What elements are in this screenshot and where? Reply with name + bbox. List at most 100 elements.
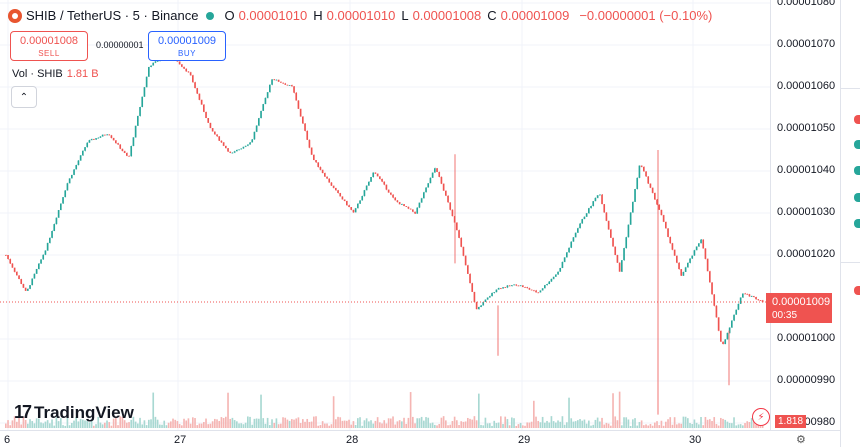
volume-legend[interactable]: Vol · SHIB 1.81 B <box>12 68 99 80</box>
candle-body <box>390 192 392 195</box>
candle-body <box>625 237 628 249</box>
volume-bar <box>561 416 564 428</box>
volume-bar <box>533 400 535 428</box>
volume-bar <box>354 424 357 428</box>
candle-body <box>354 208 357 213</box>
volume-bar <box>27 423 29 428</box>
volume-bar <box>350 424 353 428</box>
candle-body <box>460 237 463 247</box>
volume-bar <box>328 425 331 428</box>
candle-body <box>376 173 379 177</box>
candle-body <box>225 145 227 149</box>
candle-body <box>280 81 282 83</box>
volume-bar <box>383 420 386 428</box>
volume-bar <box>401 421 403 428</box>
candle-body <box>209 122 212 129</box>
candle-body <box>640 165 643 167</box>
volume-bar <box>676 424 678 428</box>
sell-button[interactable]: 0.00001008 SELL <box>10 31 88 61</box>
candle-body <box>673 249 676 256</box>
volume-bar <box>671 424 674 428</box>
candle-body <box>106 134 108 136</box>
volume-bar <box>64 425 67 428</box>
symbol-title[interactable]: SHIB / TetherUS · 5 · Binance <box>26 8 199 23</box>
candle-body <box>478 307 480 310</box>
candle-body <box>275 79 278 81</box>
volume-bar <box>706 419 709 428</box>
volume-bar <box>249 416 251 428</box>
collapse-legend-button[interactable]: ⌃ <box>11 86 37 108</box>
volume-bar <box>302 419 304 428</box>
candle-body <box>667 228 669 237</box>
candle-body <box>684 267 687 272</box>
volume-bar <box>530 421 533 428</box>
volume-bar <box>539 422 542 428</box>
tradingview-mark-icon: 17 <box>14 402 32 422</box>
volume-bar <box>310 421 313 428</box>
volume-bar <box>335 419 337 428</box>
candle-body <box>761 300 764 303</box>
volume-bar <box>82 419 84 428</box>
settings-gear-icon[interactable]: ⚙ <box>796 434 806 446</box>
volume-bar <box>557 420 559 428</box>
candle-body <box>423 192 425 199</box>
price-chart[interactable] <box>0 0 770 430</box>
candle-body <box>669 236 672 244</box>
low-label: L <box>401 8 409 23</box>
candle-body <box>273 79 276 81</box>
candle-body <box>401 204 403 205</box>
price-axis-label: 0.00001000 <box>777 332 836 344</box>
volume-bar <box>119 416 122 428</box>
volume-bar <box>163 420 166 428</box>
candle-body <box>484 299 487 302</box>
price-axis[interactable]: 0.00001080 0.00001070 0.00001060 0.00001050… <box>770 0 841 430</box>
side-dot-green[interactable] <box>854 166 860 175</box>
volume-bar <box>187 418 190 428</box>
volume-bar <box>429 423 432 428</box>
side-dot-red[interactable] <box>854 115 860 124</box>
candle-body <box>689 258 691 263</box>
candle-body <box>412 209 414 212</box>
volume-bar <box>130 419 133 428</box>
volume-bar <box>680 423 683 428</box>
volume-bar <box>695 422 698 428</box>
candle-body <box>304 123 306 131</box>
candle-body <box>387 189 390 193</box>
market-open-dot-icon <box>206 11 215 20</box>
side-dot-green[interactable] <box>854 193 860 202</box>
candle-body <box>695 246 698 251</box>
volume-bar <box>709 419 711 428</box>
volume-bar <box>427 417 430 428</box>
candle-body <box>104 134 106 136</box>
volume-bar <box>9 425 12 428</box>
side-dot-green[interactable] <box>854 140 860 149</box>
candle-body <box>359 200 361 204</box>
candle-body <box>491 292 493 297</box>
buy-button[interactable]: 0.00001009 BUY <box>148 31 226 61</box>
candle-body <box>9 259 12 264</box>
side-dot-red[interactable] <box>854 286 860 295</box>
volume-bar <box>508 425 511 428</box>
tradingview-logo[interactable]: 17 TradingView <box>14 402 134 423</box>
side-dot-green[interactable] <box>854 219 860 228</box>
candle-body <box>97 137 100 139</box>
candle-body <box>746 293 749 295</box>
candle-body <box>75 165 78 170</box>
volume-bar <box>379 422 381 428</box>
volume-bar <box>574 421 577 428</box>
volume-bar <box>62 425 64 428</box>
candle-body <box>93 139 95 140</box>
candle-body <box>735 309 738 315</box>
candle-body <box>38 263 40 269</box>
volume-bar <box>607 423 610 428</box>
candle-body <box>583 216 586 220</box>
candle-body <box>570 241 573 248</box>
volume-bar <box>722 418 724 428</box>
symbol-legend[interactable]: SHIB / TetherUS · 5 · Binance O 0.0000101… <box>8 8 712 23</box>
time-axis[interactable]: 6 27 28 29 30 <box>0 430 840 448</box>
candle-body <box>242 146 245 149</box>
candle-body <box>117 143 119 145</box>
candle-body <box>416 207 419 214</box>
lightning-icon[interactable]: ⚡ <box>752 408 770 426</box>
volume-bar <box>625 417 628 428</box>
